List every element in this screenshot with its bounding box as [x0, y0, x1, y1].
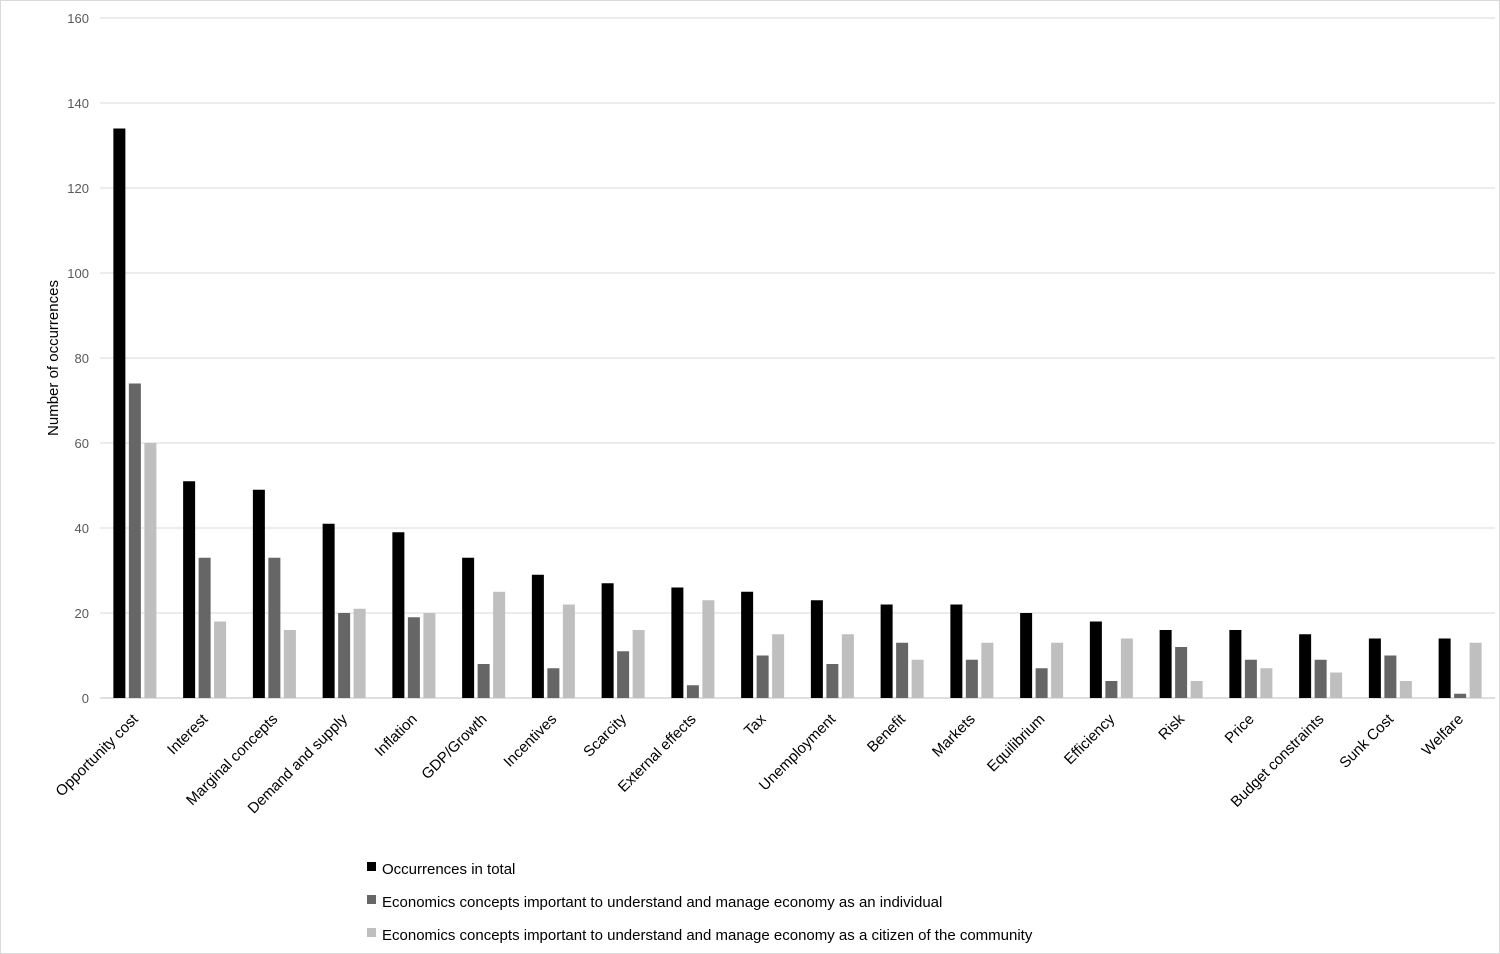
- y-tick-label: 60: [75, 436, 89, 451]
- bar: [880, 604, 893, 698]
- bar: [462, 557, 475, 698]
- bar: [981, 642, 994, 698]
- bar: [1105, 681, 1118, 698]
- x-tick-label: Tax: [741, 710, 770, 739]
- bar: [1454, 693, 1467, 698]
- bar: [965, 659, 978, 698]
- y-tick-label: 100: [67, 266, 89, 281]
- legend: Occurrences in total Economics concepts i…: [367, 861, 1033, 944]
- bar: [322, 523, 335, 698]
- x-tick-label: Opportunity cost: [52, 710, 142, 800]
- bar: [1190, 681, 1203, 698]
- legend-swatch: [367, 895, 376, 904]
- x-tick-label: Price: [1222, 711, 1258, 747]
- x-tick-label: Inflation: [372, 711, 421, 760]
- legend-label: Occurrences in total: [382, 861, 515, 878]
- bar: [477, 664, 490, 698]
- y-tick-label: 140: [67, 96, 89, 111]
- bar: [826, 664, 839, 698]
- bar: [1089, 621, 1102, 698]
- bar: [896, 642, 909, 698]
- x-tick-label: GDP/Growth: [418, 711, 490, 783]
- bar: [1384, 655, 1397, 698]
- bar: [407, 617, 420, 698]
- bar: [1299, 634, 1312, 698]
- bar: [1469, 642, 1482, 698]
- bar: [392, 532, 405, 698]
- legend-swatch: [367, 862, 376, 871]
- bar: [601, 583, 614, 698]
- bar: [214, 621, 227, 698]
- bar: [810, 600, 823, 698]
- bar: [1035, 668, 1048, 698]
- bar: [252, 489, 265, 698]
- bar: [113, 128, 126, 698]
- y-tick-label: 20: [75, 606, 89, 621]
- y-axis-label: Number of occurrences: [45, 280, 62, 436]
- y-axis-ticks: 0 20 40 60 80 100 120 140 160: [67, 11, 89, 706]
- y-tick-label: 160: [67, 11, 89, 26]
- bar: [353, 608, 366, 698]
- bar: [1244, 659, 1257, 698]
- x-tick-label: Benefit: [864, 710, 910, 756]
- bar: [144, 443, 157, 698]
- y-tick-label: 120: [67, 181, 89, 196]
- bar: [686, 685, 699, 698]
- bar: [1438, 638, 1451, 698]
- bar: [1175, 647, 1188, 698]
- bar: [841, 634, 854, 698]
- bar: [1020, 613, 1033, 698]
- bar: [1229, 630, 1242, 698]
- y-tick-label: 80: [75, 351, 89, 366]
- x-tick-label: Scarcity: [580, 710, 630, 760]
- bar: [632, 630, 645, 698]
- x-tick-label: Risk: [1155, 710, 1188, 743]
- bar: [1314, 659, 1327, 698]
- bar: [283, 630, 296, 698]
- x-tick-label: Equilibrium: [984, 711, 1048, 775]
- x-tick-label: Markets: [929, 711, 979, 761]
- bar: [1260, 668, 1273, 698]
- bar: [531, 574, 544, 698]
- bar: [268, 557, 281, 698]
- bar: [128, 383, 141, 698]
- x-tick-label: Welfare: [1419, 711, 1467, 759]
- bar: [756, 655, 769, 698]
- bar: [547, 668, 560, 698]
- gridlines: [100, 17, 1495, 699]
- bar: [671, 587, 684, 698]
- bar: [702, 600, 715, 698]
- bar: [1399, 681, 1412, 698]
- bar: [617, 651, 630, 698]
- bar: [1330, 672, 1343, 698]
- legend-label: Economics concepts important to understa…: [382, 927, 1033, 944]
- x-tick-label: Interest: [164, 710, 212, 758]
- bar: [562, 604, 575, 698]
- bar: [1120, 638, 1133, 698]
- bar: [950, 604, 963, 698]
- bar: [741, 591, 754, 698]
- legend-label: Economics concepts important to understa…: [382, 894, 942, 911]
- x-tick-label: Efficiency: [1061, 710, 1119, 768]
- bar: [198, 557, 211, 698]
- bars: [113, 128, 1482, 698]
- bar: [338, 613, 351, 698]
- bar: [1051, 642, 1064, 698]
- legend-swatch: [367, 928, 376, 937]
- bar: [183, 481, 196, 698]
- y-tick-label: 40: [75, 521, 89, 536]
- bar: [423, 613, 436, 698]
- x-tick-label: Incentives: [500, 711, 560, 771]
- y-tick-label: 0: [82, 691, 89, 706]
- bar: [493, 591, 506, 698]
- bar: [1368, 638, 1381, 698]
- bar: [1159, 630, 1172, 698]
- bar: [911, 659, 924, 698]
- bar: [772, 634, 785, 698]
- x-tick-label: Sunk Cost: [1336, 710, 1398, 772]
